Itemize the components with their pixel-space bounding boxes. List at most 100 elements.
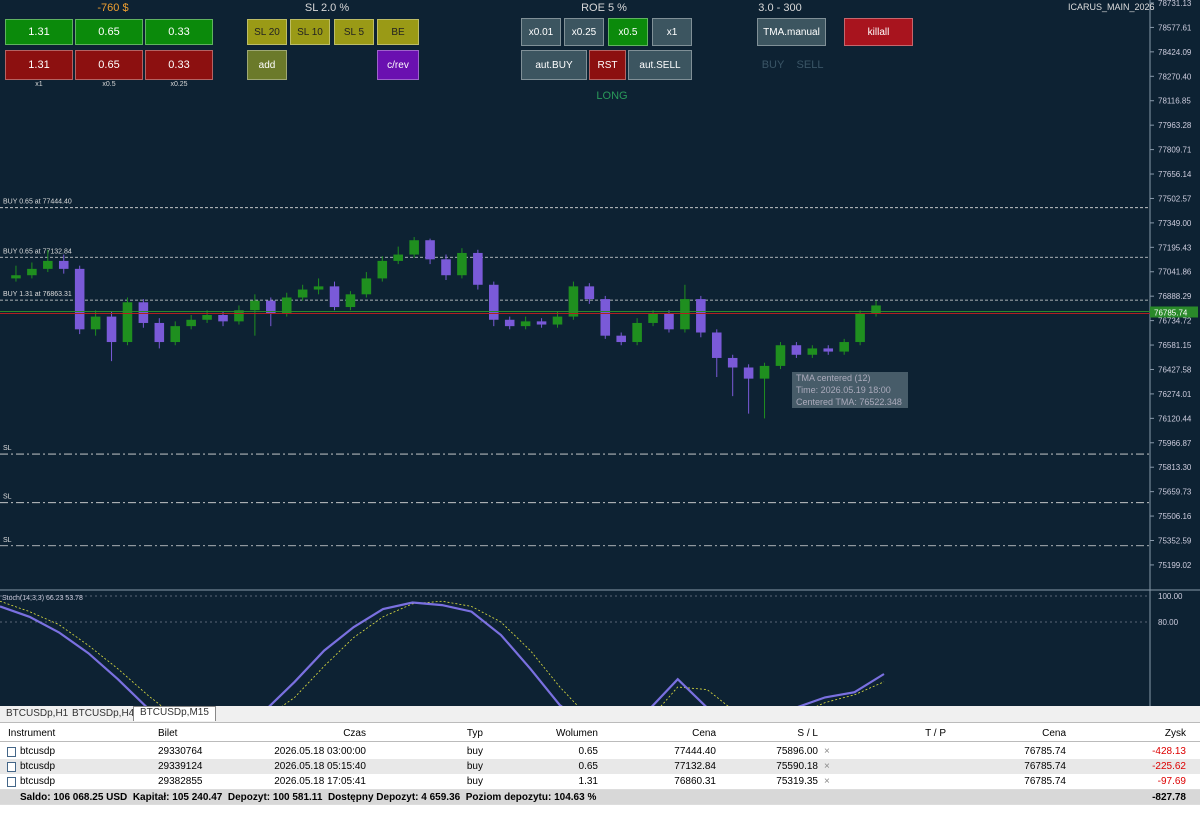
multiplier: x0.25 bbox=[170, 81, 188, 88]
sell-toggle[interactable]: SELL bbox=[796, 59, 824, 71]
crev-button[interactable]: c/rev bbox=[377, 50, 419, 80]
candle-body bbox=[648, 313, 658, 323]
stoch-signal bbox=[0, 600, 885, 706]
column-header: Cena bbox=[692, 728, 716, 739]
aut-buy-button[interactable]: aut.BUY bbox=[521, 50, 587, 80]
candle-body bbox=[202, 315, 212, 320]
buy-button[interactable]: 0.33 bbox=[145, 19, 213, 45]
table-header: Instrument Bilet Czas Typ Wolumen Cena S / L T … bbox=[0, 726, 1200, 742]
cell: btcusdp bbox=[20, 746, 56, 757]
candle-body bbox=[473, 252, 483, 285]
candle-body bbox=[218, 315, 228, 322]
buy-button[interactable]: 0.65 bbox=[75, 19, 143, 45]
chart: 78731.13 78577.61 78424.09 78270.40 78116.85… bbox=[0, 0, 1200, 706]
candle-body bbox=[855, 313, 865, 343]
candle-body bbox=[90, 316, 101, 330]
terminal: 78731.13 78577.61 78424.09 78270.40 78116.85… bbox=[0, 0, 1200, 706]
buy-button[interactable]: 1.31 bbox=[5, 19, 73, 45]
candle-body bbox=[58, 260, 69, 269]
roe-button[interactable]: x0.5 bbox=[608, 18, 648, 46]
stoch-label: Stoch(14,3,3) 66.23 53.78 bbox=[2, 595, 83, 602]
killall-button[interactable]: killall bbox=[844, 18, 913, 46]
candle-body bbox=[361, 278, 372, 295]
candle-body bbox=[632, 322, 642, 343]
sell-button[interactable]: 1.31 bbox=[5, 50, 73, 80]
aut-sell-button[interactable]: aut.SELL bbox=[628, 50, 692, 80]
multiplier: x0.5 bbox=[102, 81, 116, 88]
candle-body bbox=[122, 302, 133, 343]
y-tick-label: 75352.59 bbox=[1158, 536, 1192, 545]
cell: 77444.40 bbox=[674, 746, 716, 757]
cell: 0.65 bbox=[578, 761, 598, 772]
y-tick-label: 76581.15 bbox=[1158, 341, 1192, 350]
roe-button[interactable]: x0.01 bbox=[521, 18, 561, 46]
candle-body bbox=[759, 365, 770, 379]
candle-body bbox=[504, 319, 515, 327]
candle-body bbox=[441, 259, 451, 276]
remove-sl: × bbox=[824, 761, 830, 772]
candle-body bbox=[791, 345, 802, 355]
column-header: Instrument bbox=[8, 728, 56, 739]
rst-button[interactable]: RST bbox=[589, 50, 626, 80]
tab[interactable]: BTCUSDp,H1 bbox=[6, 708, 69, 719]
tab[interactable]: BTCUSDp,M15 bbox=[133, 706, 216, 721]
cell: 29330764 bbox=[158, 746, 203, 757]
profit: -225.62 bbox=[1152, 761, 1186, 772]
candle-body bbox=[186, 319, 196, 327]
candle-body bbox=[775, 345, 786, 366]
row-icon bbox=[7, 747, 16, 757]
tooltip: TMA centered (12) Time: 2026.05.19 18:00… bbox=[792, 372, 908, 408]
y-tick-label: 100.00 bbox=[1158, 592, 1183, 601]
roe-button[interactable]: x1 bbox=[652, 18, 692, 46]
column-header: Czas bbox=[343, 728, 366, 739]
cell: 75590.18 bbox=[776, 761, 818, 772]
candle-body bbox=[823, 348, 834, 352]
candle-body bbox=[616, 335, 626, 343]
y-tick-label: 78577.61 bbox=[1158, 23, 1192, 32]
sl-button[interactable]: SL 10 bbox=[290, 19, 330, 45]
cell: buy bbox=[466, 761, 483, 772]
table-row: btcusdp 29330764 2026.05.18 03:00:00 buy 0.6… bbox=[0, 744, 1200, 760]
candle-body bbox=[600, 299, 611, 336]
sl-label: SL bbox=[3, 494, 12, 501]
roe-title: ROE 5 % bbox=[581, 2, 627, 14]
candle-body bbox=[664, 313, 674, 330]
cell: 77132.84 bbox=[674, 761, 716, 772]
cell: 2026.05.18 17:05:41 bbox=[274, 776, 366, 787]
candle-body bbox=[11, 275, 21, 279]
candle-body bbox=[377, 260, 388, 279]
roe-button[interactable]: x0.25 bbox=[564, 18, 604, 46]
y-tick-label: 77041.86 bbox=[1158, 268, 1192, 277]
tab[interactable]: BTCUSDp,H4 bbox=[72, 708, 135, 719]
candle-body bbox=[584, 286, 595, 300]
candle-body bbox=[138, 302, 149, 323]
row-icon bbox=[7, 762, 16, 772]
sell-button[interactable]: 0.33 bbox=[145, 50, 213, 80]
candle-body bbox=[552, 316, 563, 325]
column-header: Typ bbox=[466, 728, 483, 739]
column-header: Zysk bbox=[1164, 728, 1186, 739]
tma-manual-button[interactable]: TMA.manual bbox=[757, 18, 826, 46]
candle-body bbox=[568, 286, 579, 317]
multiplier: x1 bbox=[35, 81, 43, 88]
be-button[interactable]: BE bbox=[377, 19, 419, 45]
sl-button[interactable]: SL 5 bbox=[334, 19, 374, 45]
y-tick-label: 75199.02 bbox=[1158, 561, 1192, 570]
sl-button[interactable]: SL 20 bbox=[247, 19, 287, 45]
row-icon bbox=[7, 777, 16, 787]
candle-body bbox=[74, 268, 85, 330]
buy-toggle[interactable]: BUY bbox=[761, 59, 785, 71]
y-tick-label: 75506.16 bbox=[1158, 512, 1192, 521]
sell-button[interactable]: 0.65 bbox=[75, 50, 143, 80]
y-tick-label: 76120.44 bbox=[1158, 414, 1192, 423]
candle-body bbox=[536, 321, 547, 325]
add-button[interactable]: add bbox=[247, 50, 287, 80]
symbol-tabs: BTCUSDp,H1 BTCUSDp,H4 BTCUSDp,M15 bbox=[0, 706, 1200, 723]
stoch-main bbox=[0, 601, 885, 706]
y-tick-label: 75966.87 bbox=[1158, 439, 1192, 448]
price-label: 76785.74 bbox=[1154, 308, 1188, 317]
cell: 2026.05.18 03:00:00 bbox=[274, 746, 366, 757]
y-tick-label: 78270.40 bbox=[1158, 72, 1192, 81]
table-row: btcusdp 29382855 2026.05.18 17:05:41 buy 1.3… bbox=[0, 774, 1200, 790]
